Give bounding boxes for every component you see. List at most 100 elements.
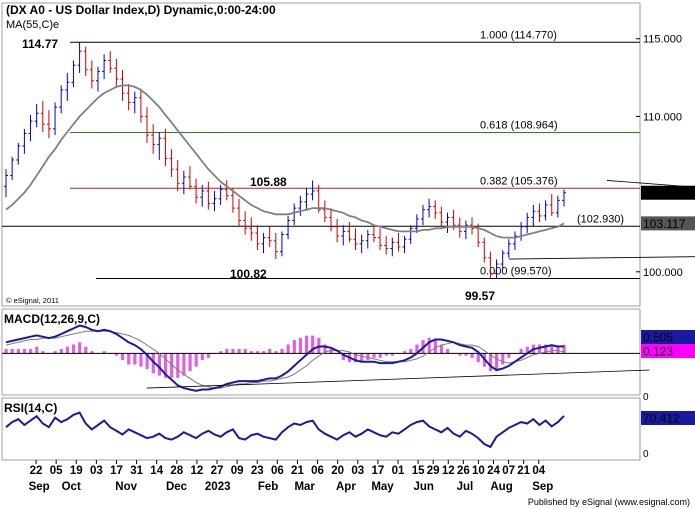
macd-histogram-bar bbox=[403, 351, 407, 354]
macd-histogram-bar bbox=[464, 353, 468, 356]
publisher-footer: Published by eSignal (www.esignal.com) bbox=[528, 497, 690, 507]
macd-histogram-bar bbox=[537, 344, 542, 354]
price-bar bbox=[365, 229, 370, 249]
price-bar bbox=[420, 205, 425, 226]
date-tick-label: 20 bbox=[331, 465, 344, 477]
price-bar bbox=[322, 200, 327, 223]
price-bar bbox=[390, 237, 395, 257]
macd-histogram-bar bbox=[114, 353, 119, 356]
price-bar bbox=[279, 231, 284, 257]
date-tick-label: 07 bbox=[502, 465, 515, 477]
date-tick-label: 26 bbox=[457, 465, 470, 477]
ma-label: MA(55,C)e bbox=[6, 19, 59, 31]
low-annotation: 100.82 bbox=[230, 267, 267, 281]
macd-histogram-bar bbox=[519, 348, 523, 354]
price-tick-label: 115.000 bbox=[643, 34, 682, 46]
high-annotation: 114.77 bbox=[22, 37, 58, 51]
price-bar bbox=[151, 124, 156, 154]
price-bar bbox=[237, 198, 242, 227]
copyright-note: © eSignal, 2011 bbox=[6, 296, 59, 305]
date-tick-label: 10 bbox=[472, 465, 485, 477]
signal-value-box bbox=[641, 344, 695, 358]
price-bar bbox=[255, 225, 260, 251]
macd-histogram-bar bbox=[127, 353, 131, 365]
macd-histogram-bar bbox=[225, 348, 229, 354]
price-bar bbox=[543, 200, 548, 221]
macd-histogram-bar bbox=[231, 348, 235, 354]
macd-histogram-bar bbox=[311, 335, 315, 354]
price-bar bbox=[46, 110, 51, 139]
price-bar bbox=[114, 58, 119, 87]
price-bar bbox=[353, 228, 358, 251]
price-bar bbox=[89, 60, 94, 89]
price-bar bbox=[482, 237, 487, 263]
price-bar bbox=[22, 128, 27, 154]
macd-histogram-bar bbox=[360, 353, 364, 363]
price-bar bbox=[488, 251, 493, 279]
macd-histogram-bar bbox=[219, 351, 223, 354]
price-bar bbox=[537, 203, 542, 223]
macd-histogram-bar bbox=[71, 344, 76, 354]
date-tick-label: 31 bbox=[130, 465, 143, 477]
date-tick-label: 01 bbox=[392, 465, 405, 477]
price-bar bbox=[249, 217, 254, 241]
price-bar bbox=[549, 194, 554, 216]
price-bar bbox=[347, 222, 352, 243]
price-bar bbox=[59, 85, 64, 114]
price-bar bbox=[408, 225, 413, 244]
price-bar bbox=[34, 104, 39, 128]
date-tick-label: 09 bbox=[231, 465, 244, 477]
price-bar bbox=[298, 195, 303, 216]
macd-histogram-bar bbox=[488, 353, 493, 372]
price-panel-frame bbox=[1, 2, 641, 307]
macd-histogram-bar bbox=[562, 344, 566, 354]
month-label: Apr bbox=[336, 481, 356, 493]
date-tick-label: 27 bbox=[211, 465, 224, 477]
date-tick-label: 04 bbox=[532, 465, 545, 477]
rsi-line bbox=[5, 411, 565, 449]
price-bar bbox=[384, 236, 389, 255]
price-panel: 1.000 (114.770) 0.618 (108.964) 0.382 (105… bbox=[1, 2, 695, 307]
price-bar bbox=[512, 231, 517, 251]
macd-histogram-bar bbox=[237, 348, 241, 354]
price-tick-label: 100.000 bbox=[643, 267, 683, 279]
price-bar bbox=[53, 102, 58, 136]
price-bar bbox=[187, 166, 192, 190]
macd-histogram-bar bbox=[16, 348, 20, 354]
macd-histogram-bar bbox=[384, 353, 388, 356]
price-bar bbox=[371, 225, 376, 243]
month-label: 2023 bbox=[205, 481, 231, 493]
bottom-annotation: 99.57 bbox=[465, 289, 495, 303]
macd-histogram-bar bbox=[495, 353, 499, 372]
macd-histogram-bar bbox=[41, 351, 45, 354]
price-bar bbox=[138, 88, 143, 123]
month-label: Mar bbox=[294, 481, 315, 493]
macd-histogram-bar bbox=[433, 340, 437, 354]
macd-histogram-bar bbox=[194, 353, 198, 367]
last-price-label: 105.090 bbox=[643, 186, 687, 200]
macd-histogram-bar bbox=[163, 353, 168, 378]
macd-histogram-bar bbox=[200, 353, 204, 361]
macd-histogram-bar bbox=[409, 348, 413, 354]
macd-histogram-bar bbox=[35, 346, 39, 354]
macd-histogram-bar bbox=[243, 348, 247, 354]
rsi-value-box bbox=[641, 411, 695, 425]
macd-zero-label: 0 bbox=[643, 392, 649, 403]
macd-histogram-bar bbox=[286, 344, 290, 354]
last-price-box bbox=[641, 185, 695, 200]
price-bar bbox=[102, 54, 107, 80]
price-bar bbox=[194, 178, 199, 204]
price-bar bbox=[243, 211, 248, 235]
price-bar bbox=[273, 232, 278, 260]
price-bar bbox=[378, 228, 383, 251]
price-bar bbox=[341, 225, 346, 246]
macd-histogram-bar bbox=[145, 353, 149, 369]
price-bar bbox=[206, 181, 211, 210]
price-bar bbox=[212, 191, 217, 212]
price-bar bbox=[224, 180, 229, 201]
date-tick-label: 06 bbox=[311, 465, 324, 477]
price-bar bbox=[555, 195, 560, 218]
price-bar bbox=[414, 214, 419, 233]
